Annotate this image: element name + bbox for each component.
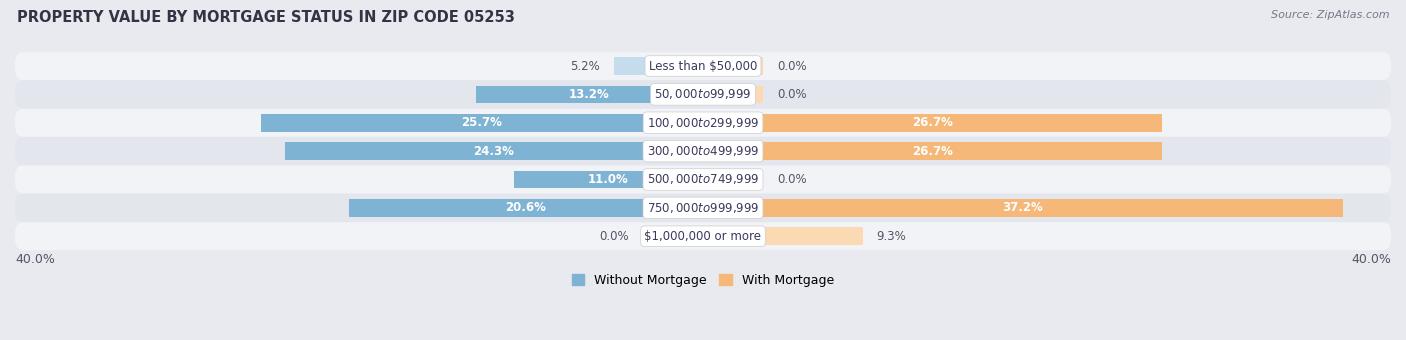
Bar [703, 142, 1163, 160]
Bar [703, 86, 763, 103]
Bar [613, 57, 703, 75]
Bar [703, 171, 763, 188]
Text: 5.2%: 5.2% [569, 59, 600, 72]
Text: Less than $50,000: Less than $50,000 [648, 59, 758, 72]
Text: 25.7%: 25.7% [461, 116, 502, 129]
Text: $1,000,000 or more: $1,000,000 or more [644, 230, 762, 243]
Text: PROPERTY VALUE BY MORTGAGE STATUS IN ZIP CODE 05253: PROPERTY VALUE BY MORTGAGE STATUS IN ZIP… [17, 10, 515, 25]
Text: 9.3%: 9.3% [877, 230, 907, 243]
Bar [703, 227, 863, 245]
FancyBboxPatch shape [15, 109, 1391, 137]
Text: 0.0%: 0.0% [778, 88, 807, 101]
Legend: Without Mortgage, With Mortgage: Without Mortgage, With Mortgage [567, 269, 839, 292]
Text: $300,000 to $499,999: $300,000 to $499,999 [647, 144, 759, 158]
Bar [513, 171, 703, 188]
Text: 0.0%: 0.0% [778, 59, 807, 72]
Bar [703, 57, 763, 75]
Bar [285, 142, 703, 160]
FancyBboxPatch shape [15, 137, 1391, 165]
Text: 11.0%: 11.0% [588, 173, 628, 186]
FancyBboxPatch shape [15, 222, 1391, 250]
Bar [703, 114, 1163, 132]
Text: Source: ZipAtlas.com: Source: ZipAtlas.com [1271, 10, 1389, 20]
Bar [262, 114, 703, 132]
Text: 37.2%: 37.2% [1002, 201, 1043, 214]
Text: 40.0%: 40.0% [15, 253, 55, 266]
Bar [643, 227, 703, 245]
Text: 24.3%: 24.3% [474, 144, 515, 158]
Text: $500,000 to $749,999: $500,000 to $749,999 [647, 172, 759, 187]
Text: $750,000 to $999,999: $750,000 to $999,999 [647, 201, 759, 215]
Text: 0.0%: 0.0% [599, 230, 628, 243]
Text: $100,000 to $299,999: $100,000 to $299,999 [647, 116, 759, 130]
Bar [703, 199, 1343, 217]
Bar [477, 86, 703, 103]
Text: $50,000 to $99,999: $50,000 to $99,999 [654, 87, 752, 101]
FancyBboxPatch shape [15, 166, 1391, 193]
FancyBboxPatch shape [15, 52, 1391, 80]
Text: 40.0%: 40.0% [1351, 253, 1391, 266]
Text: 0.0%: 0.0% [778, 173, 807, 186]
Text: 20.6%: 20.6% [505, 201, 547, 214]
Bar [349, 199, 703, 217]
Text: 13.2%: 13.2% [569, 88, 610, 101]
Text: 26.7%: 26.7% [912, 144, 953, 158]
Text: 26.7%: 26.7% [912, 116, 953, 129]
FancyBboxPatch shape [15, 194, 1391, 222]
FancyBboxPatch shape [15, 81, 1391, 108]
